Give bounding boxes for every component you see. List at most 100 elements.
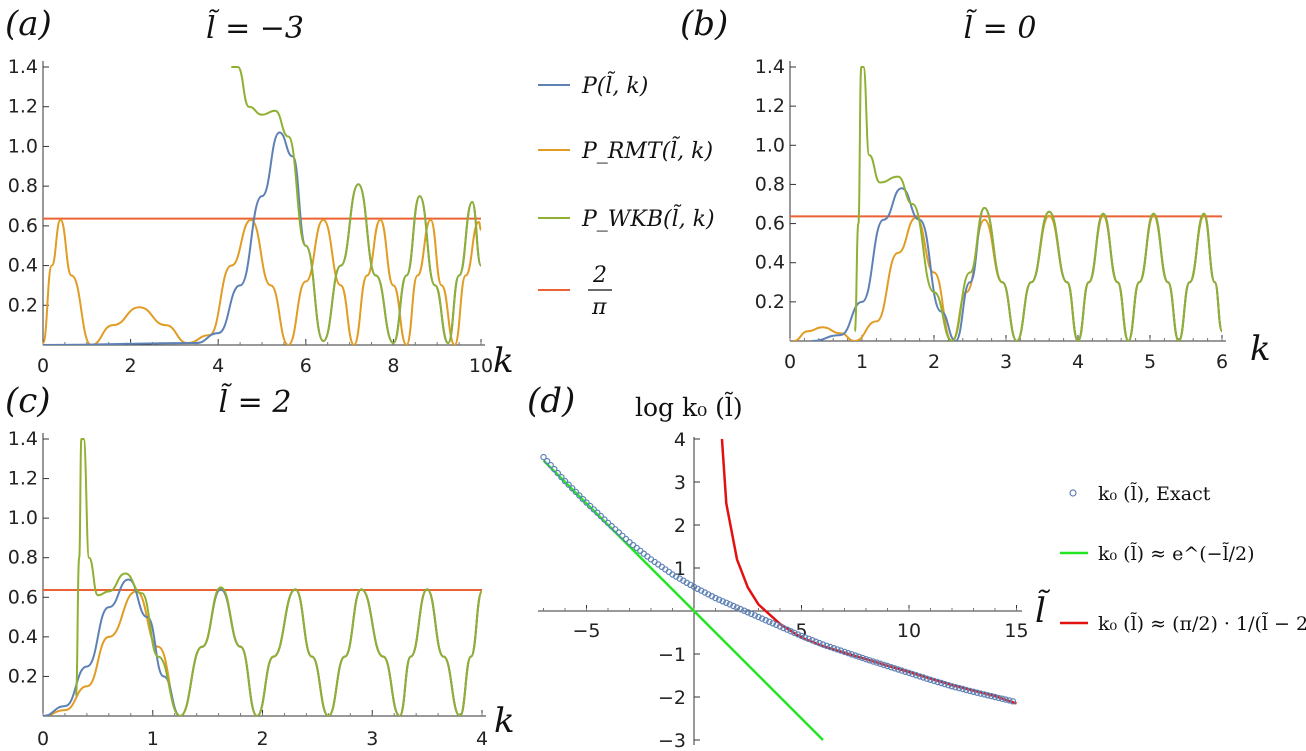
exact-marker [619, 532, 626, 540]
legend-label: 2 [592, 263, 607, 288]
exact-marker [594, 509, 601, 516]
exact-marker [741, 607, 748, 614]
exact-marker [569, 485, 576, 492]
exact-marker [622, 535, 630, 543]
panel-b: (b) l̃ = 0 0.2 0.4 0.6 0.8 1.0 1.2 1.4 0 1 2 3 4 5 6 k [680, 4, 1271, 373]
exact-marker [791, 629, 798, 637]
series-line-exact [43, 131, 482, 345]
exact-marker [612, 526, 619, 533]
y-tick-label: 1.4 [8, 428, 38, 450]
y-axis-title: log k₀ (l̃) [635, 393, 743, 422]
exact-marker [540, 453, 547, 461]
exact-marker [952, 684, 959, 691]
y-tick-label: 0.2 [755, 291, 785, 313]
exact-marker [930, 677, 938, 685]
exact-marker [977, 690, 984, 697]
x-tick-label: 1 [147, 728, 159, 750]
exact-marker [895, 666, 902, 673]
x-tick-label: 0 [784, 351, 796, 373]
exact-marker [827, 643, 834, 651]
exact-marker [945, 682, 952, 689]
x-axis-title: l̃ [1035, 590, 1051, 631]
x-tick-label: 2 [256, 728, 268, 750]
exact-marker [798, 632, 805, 640]
y-tick-label: 1.0 [8, 135, 38, 157]
exact-marker [959, 685, 967, 693]
exact-marker [909, 670, 916, 678]
exact-marker [963, 686, 970, 694]
exact-marker [558, 473, 565, 481]
exact-marker [565, 481, 572, 488]
exact-marker [866, 657, 873, 664]
exact-marker [898, 667, 906, 674]
exact-marker [1009, 698, 1017, 705]
exact-marker [852, 652, 859, 659]
exact-marker [776, 623, 784, 630]
panel-label: (a) [5, 4, 52, 44]
legend-label: P_RMT(l̃, k) [581, 137, 713, 164]
exact-marker [554, 469, 562, 477]
y-tick-label: 0.6 [8, 586, 38, 608]
panel-label: (b) [680, 4, 728, 44]
exact-marker [819, 641, 827, 648]
exact-marker [816, 639, 823, 647]
exact-marker [726, 601, 734, 608]
exact-marker [755, 613, 762, 621]
exact-marker [905, 669, 913, 677]
exact-marker [762, 617, 769, 624]
y-tick-label: 0.2 [8, 294, 38, 316]
exact-marker [794, 631, 802, 638]
legend-label: P_WKB(l̃, k) [581, 205, 715, 232]
x-tick-label: 2 [928, 351, 940, 373]
exact-marker [913, 672, 920, 679]
asymptote-red-curve [720, 438, 1017, 705]
x-tick-label: 1 [856, 351, 868, 373]
exact-marker [834, 646, 841, 653]
exact-marker [941, 680, 949, 688]
exact-marker [615, 529, 623, 536]
exact-marker [923, 675, 931, 682]
legend-label: P(l̃, k) [581, 72, 648, 99]
x-tick-label: 5 [1144, 351, 1156, 373]
exact-marker [956, 684, 963, 692]
exact-marker [780, 624, 787, 632]
exact-marker [583, 499, 590, 506]
exact-marker [934, 678, 941, 686]
legend-label: k₀ (l̃) ≈ (π/2) · 1/(l̃ − 2γ) [1098, 612, 1306, 635]
x-tick-label: 4 [1072, 351, 1084, 373]
exact-marker [733, 604, 741, 611]
exact-marker [920, 674, 927, 681]
exact-marker [995, 694, 1002, 702]
y-tick-label: 2 [674, 515, 686, 537]
exact-marker [597, 512, 605, 520]
x-tick-label: 0 [37, 355, 49, 377]
series-line-wkb [853, 66, 1223, 341]
exact-marker [870, 658, 877, 665]
exact-marker [1006, 697, 1013, 704]
exact-marker [891, 665, 898, 672]
x-tick-label: 4 [476, 728, 488, 750]
exact-marker [579, 495, 587, 503]
exact-marker [809, 637, 816, 644]
y-tick-label: 1.0 [8, 507, 38, 529]
legend-label: k₀ (l̃) ≈ e^(−l̃/2) [1098, 542, 1255, 565]
exact-marker [830, 645, 838, 652]
exact-marker [769, 620, 777, 627]
exact-marker [572, 488, 580, 496]
y-tick-label: 0.6 [755, 213, 785, 235]
y-tick-label: 1.4 [755, 56, 785, 78]
asymptote-green-line [542, 459, 824, 741]
y-tick-label: 0.2 [8, 665, 38, 687]
panel-c: (c) l̃ = 2 0.2 0.4 0.6 0.8 1.0 1.2 1.4 0 1 2 3 4 k [5, 381, 515, 750]
y-tick-label: −2 [658, 687, 686, 709]
y-tick-label: 1.2 [8, 96, 38, 118]
exact-marker [848, 651, 855, 658]
exact-marker [604, 519, 612, 527]
panel-title: l̃ = 2 [219, 383, 292, 420]
exact-marker [705, 591, 712, 598]
exact-marker [880, 661, 888, 669]
exact-marker [938, 679, 945, 687]
x-tick-label: 3 [1000, 351, 1012, 373]
exact-marker [694, 585, 701, 593]
exact-marker [751, 612, 759, 619]
